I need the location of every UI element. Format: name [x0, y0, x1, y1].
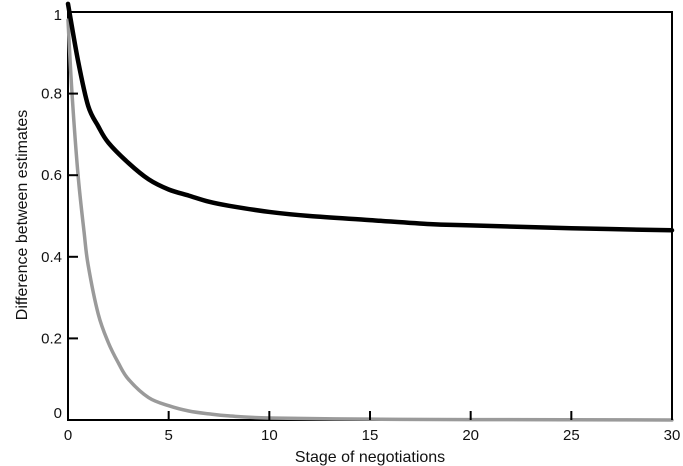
- x-tick-label: 5: [164, 427, 172, 444]
- series-line-1: [65, 1, 675, 233]
- plot-frame: [67, 11, 673, 421]
- series-layer: [65, 1, 675, 422]
- x-tick-label: 15: [362, 427, 379, 444]
- x-tick-label: 20: [462, 427, 479, 444]
- x-tick-label: 10: [261, 427, 278, 444]
- x-tick-label: 25: [563, 427, 580, 444]
- x-tick-label: 0: [64, 427, 72, 444]
- y-tick-label: 1: [54, 7, 62, 24]
- y-tick-label: 0: [54, 405, 62, 422]
- x-tick-label: 30: [664, 427, 681, 444]
- x-axis-ticks: 0 5 10 15 20 25 30: [64, 411, 681, 444]
- y-axis-ticks: 0 0.2 0.4 0.6 0.8 1: [41, 7, 78, 422]
- y-tick-label: 0.8: [41, 86, 62, 103]
- y-tick-label: 0.6: [41, 167, 62, 184]
- x-axis-label: Stage of negotiations: [295, 449, 445, 466]
- y-tick-label: 0.2: [41, 330, 62, 347]
- y-axis-label: Difference between estimates: [14, 110, 31, 320]
- y-tick-label: 0.4: [41, 249, 62, 266]
